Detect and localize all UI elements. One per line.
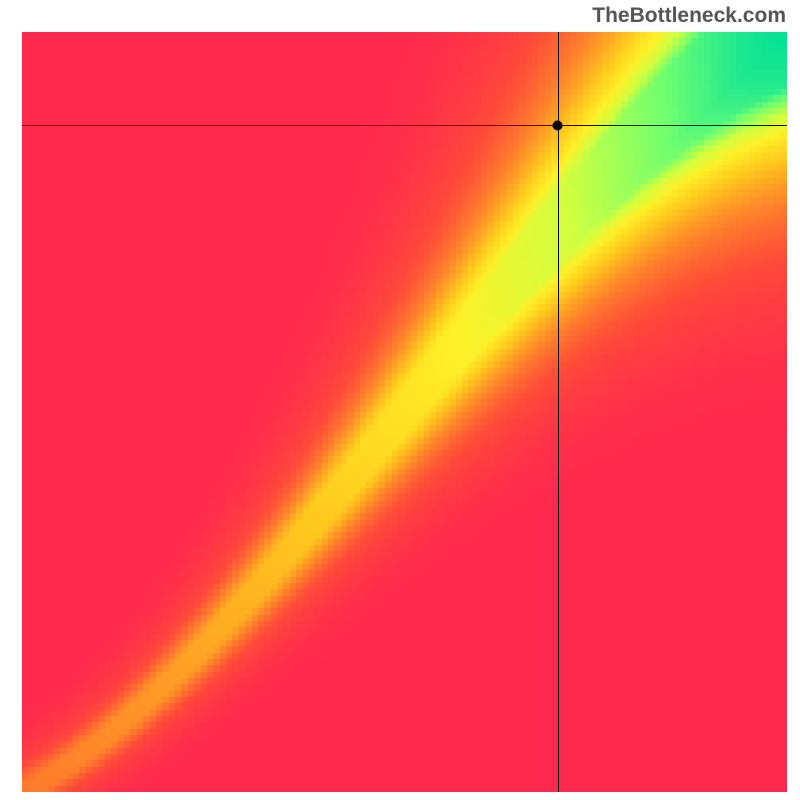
bottleneck-heatmap xyxy=(0,0,800,800)
watermark-text: TheBottleneck.com xyxy=(592,4,786,28)
